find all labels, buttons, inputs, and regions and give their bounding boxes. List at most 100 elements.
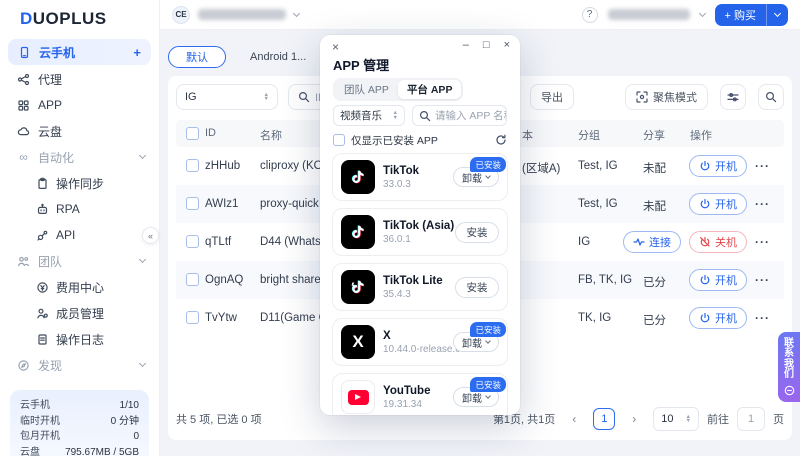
row-more-button[interactable]: ··· (755, 159, 770, 173)
current-page-button[interactable]: 1 (593, 408, 616, 430)
app-card: TikTok (Asia) 36.0.1 安装 (332, 208, 508, 256)
power-off-button[interactable]: 关机 (689, 231, 747, 253)
workspace-name-redacted (198, 9, 286, 20)
row-checkbox[interactable] (186, 159, 199, 172)
help-button[interactable]: ? (581, 6, 598, 23)
column-settings-button[interactable] (720, 84, 746, 110)
power-on-button[interactable]: 开机 (689, 307, 747, 329)
sidebar-item-billing-center[interactable]: 费用中心 (0, 274, 159, 300)
workspace-avatar[interactable]: CE (172, 5, 190, 24)
stat-cloud-phone: 云手机 1/10 (20, 400, 139, 411)
sidebar-item-cloud-phone[interactable]: 云手机 + (8, 39, 151, 65)
installed-badge: 已安装 (470, 322, 506, 337)
table-row[interactable]: TvYtw D11(Game GP) TK, IG 已分 开机 ··· (176, 299, 784, 337)
chevron-down-icon[interactable] (698, 9, 706, 17)
search-icon (298, 91, 310, 103)
power-on-button[interactable]: 开机 (689, 155, 747, 177)
install-button[interactable]: 安装 (455, 276, 499, 298)
chevron-down-icon (138, 255, 147, 264)
sync-clipboard-icon (36, 177, 49, 190)
stat-monthly-boot: 包月开机 0 (20, 431, 139, 442)
row-more-button[interactable]: ··· (755, 197, 770, 211)
group-filter-select[interactable]: IG ▲ ▼ (176, 84, 278, 110)
power-icon (700, 160, 710, 171)
select-arrows-icon: ▲ ▼ (263, 91, 269, 102)
page-unit: 页 (773, 414, 784, 426)
cloud-disk-icon (17, 125, 30, 138)
app-list: TikTok 33.0.3 卸载 已安装 TikTok (Asia) 36.0.1 … (332, 153, 508, 415)
sidebar-collapse-button[interactable]: « (142, 227, 159, 244)
row-checkbox[interactable] (186, 311, 199, 324)
tab-default[interactable]: 默认 (168, 46, 226, 68)
row-checkbox[interactable] (186, 273, 199, 286)
app-card: TikTok Lite 35.4.3 安装 (332, 263, 508, 311)
goto-page-input[interactable]: 1 (737, 407, 765, 431)
power-on-button[interactable]: 开机 (689, 269, 747, 291)
install-button[interactable]: 安装 (455, 221, 499, 243)
logs-icon (36, 333, 49, 346)
tiktok-icon (341, 160, 375, 194)
next-page-button[interactable]: › (632, 412, 637, 426)
sidebar-group-automation[interactable]: ∞ 自动化 (0, 144, 159, 170)
export-button[interactable]: 导出 (530, 84, 574, 110)
tab-team-app[interactable]: 团队 APP (344, 84, 389, 96)
power-icon (700, 198, 710, 209)
power-on-button[interactable]: 开机 (689, 193, 747, 215)
row-more-button[interactable]: ··· (755, 273, 770, 287)
prev-page-button[interactable]: ‹ (572, 412, 577, 426)
row-more-button[interactable]: ··· (755, 235, 770, 249)
connect-button[interactable]: 连接 (623, 231, 681, 253)
close-icon[interactable]: × (503, 39, 510, 51)
automation-icon: ∞ (19, 149, 28, 164)
minimize-icon[interactable]: – (462, 39, 469, 51)
row-checkbox[interactable] (186, 235, 199, 248)
sidebar-item-cloud-disk[interactable]: 云盘 (0, 118, 159, 144)
chevron-down-icon[interactable] (292, 9, 301, 17)
duoplus-logo: DUOPLUS (20, 9, 107, 28)
page-info: 第1页, 共1页 (492, 414, 556, 426)
chat-icon (784, 385, 794, 395)
sidebar-group-discover[interactable]: 发现 (0, 352, 159, 378)
buy-button[interactable]: + 购买 (714, 3, 788, 26)
tab-platform-app[interactable]: 平台 APP (397, 80, 462, 99)
sidebar-item-operation-sync[interactable]: 操作同步 (0, 170, 159, 196)
select-arrows-icon: ▲ ▼ (392, 110, 398, 121)
buy-dropdown-caret[interactable] (767, 4, 788, 26)
contact-us-button[interactable]: 联系我们 (778, 332, 800, 402)
table-row[interactable]: qTLtf D44 (WhatsAp IG 已分 连接 关机 ··· (176, 223, 784, 261)
app-card: YouTube 19.31.34 卸载 已安装 (332, 373, 508, 415)
table-row[interactable]: zHHub cliproxy (KOL (区域A) Test, IG 未配 开机… (176, 147, 784, 185)
app-search-input[interactable]: 请输入 APP 名称 (412, 105, 507, 126)
power-off-icon (700, 236, 710, 247)
add-cloud-phone-button[interactable]: + (133, 44, 141, 60)
connect-pulse-icon (633, 238, 645, 246)
sidebar-group-team[interactable]: 团队 (0, 248, 159, 274)
installed-badge: 已安装 (470, 377, 506, 392)
select-all-checkbox[interactable] (186, 127, 199, 140)
stat-cloud-disk: 云盘 795.67MB / 5GB (20, 446, 139, 456)
refresh-icon[interactable] (495, 134, 507, 146)
api-icon (36, 229, 49, 242)
maximize-icon[interactable]: □ (482, 39, 490, 51)
row-more-button[interactable]: ··· (755, 311, 770, 325)
team-icon (17, 255, 30, 268)
sidebar-item-member-management[interactable]: 成员管理 (0, 300, 159, 326)
focus-mode-icon (636, 91, 648, 103)
page-size-select[interactable]: 10 ▲ ▼ (653, 407, 699, 431)
category-select[interactable]: 视频音乐 ▲ ▼ (333, 105, 405, 126)
sidebar-item-rpa[interactable]: RPA (0, 196, 159, 222)
table-search-toggle-button[interactable] (758, 84, 784, 110)
focus-mode-button[interactable]: 聚焦模式 (625, 84, 708, 110)
billing-icon (36, 281, 49, 294)
row-checkbox[interactable] (186, 197, 199, 210)
sidebar-item-api[interactable]: API (0, 222, 159, 248)
selection-summary: 共 5 项, 已选 0 项 (176, 414, 262, 426)
sidebar-item-operation-log[interactable]: 操作日志 (0, 326, 159, 352)
sidebar-item-app[interactable]: APP (0, 92, 159, 118)
only-installed-checkbox[interactable] (333, 134, 345, 146)
tab-android-1[interactable]: Android 1... (250, 51, 307, 63)
close-icon[interactable]: × (332, 40, 340, 54)
tiktok-lite-icon (341, 270, 375, 304)
sidebar-item-proxy[interactable]: 代理 (0, 66, 159, 92)
